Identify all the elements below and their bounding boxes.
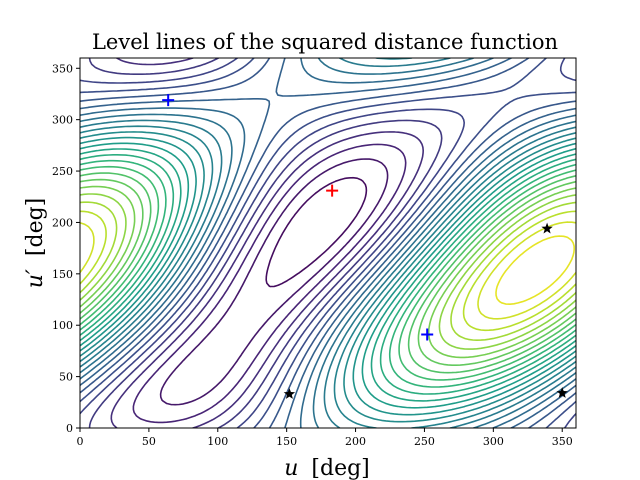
contour-level [80,136,576,416]
y-tick-label: 50 [59,371,73,384]
y-tick-label: 250 [52,165,73,178]
x-tick-label: 350 [552,435,573,448]
marker-maximum [326,184,339,197]
marker-saddle [541,222,553,234]
y-tick-label: 100 [52,319,73,332]
y-axis-variable: u′ [23,269,48,288]
contour-level [80,172,576,374]
contour-level [80,58,576,428]
contour-level [80,178,576,366]
contour-lines [80,58,576,428]
y-axis-label: u′ [deg] [23,198,48,289]
y-tick-label: 150 [52,268,73,281]
marker-saddle [556,387,568,398]
contour-level [159,158,389,406]
x-axis-unit: [deg] [311,456,369,480]
contour-level [80,58,576,428]
contour-level [80,165,576,381]
contour-level [495,235,575,305]
y-axis-ticks: 0 50 100 150 200 250 300 350 [52,62,80,435]
contour-level [80,58,576,428]
chart-title: Level lines of the squared distance func… [92,30,558,54]
y-tick-label: 0 [66,422,73,435]
contour-level [80,210,576,332]
x-tick-label: 100 [207,435,228,448]
contour-level [80,201,576,341]
contour-level [80,58,576,428]
y-tick-label: 300 [52,114,73,127]
contour-level [80,185,576,359]
y-axis-unit: [deg] [23,198,48,256]
contour-level [80,58,576,428]
x-axis-variable: u [284,456,298,480]
marker-minimum [421,328,434,341]
contour-level [88,58,443,428]
contour-level [80,221,576,320]
x-axis-label: u [deg] [284,456,370,480]
y-tick-label: 200 [52,216,73,229]
x-axis-ticks: 0 50 100 150 200 250 300 350 [77,428,573,448]
x-tick-label: 250 [414,435,435,448]
marker-minimum [162,94,175,107]
y-tick-label: 350 [52,62,73,75]
marker-saddle [283,388,296,399]
x-tick-label: 50 [142,435,156,448]
x-tick-label: 300 [483,435,504,448]
contour-level [80,154,576,395]
contour-level [265,176,368,288]
x-tick-label: 200 [345,435,366,448]
x-tick-label: 150 [276,435,297,448]
contour-level [80,193,576,350]
contour-level [80,58,576,428]
plot-frame [79,57,577,429]
contour-level [110,58,424,428]
contour-level [80,148,576,402]
contour-level [80,159,576,388]
x-tick-label: 0 [77,435,84,448]
contour-level [80,131,576,423]
contour-level [80,142,576,409]
contour-level [80,58,576,428]
contour-level [132,143,407,424]
critical-point-markers [162,94,568,399]
